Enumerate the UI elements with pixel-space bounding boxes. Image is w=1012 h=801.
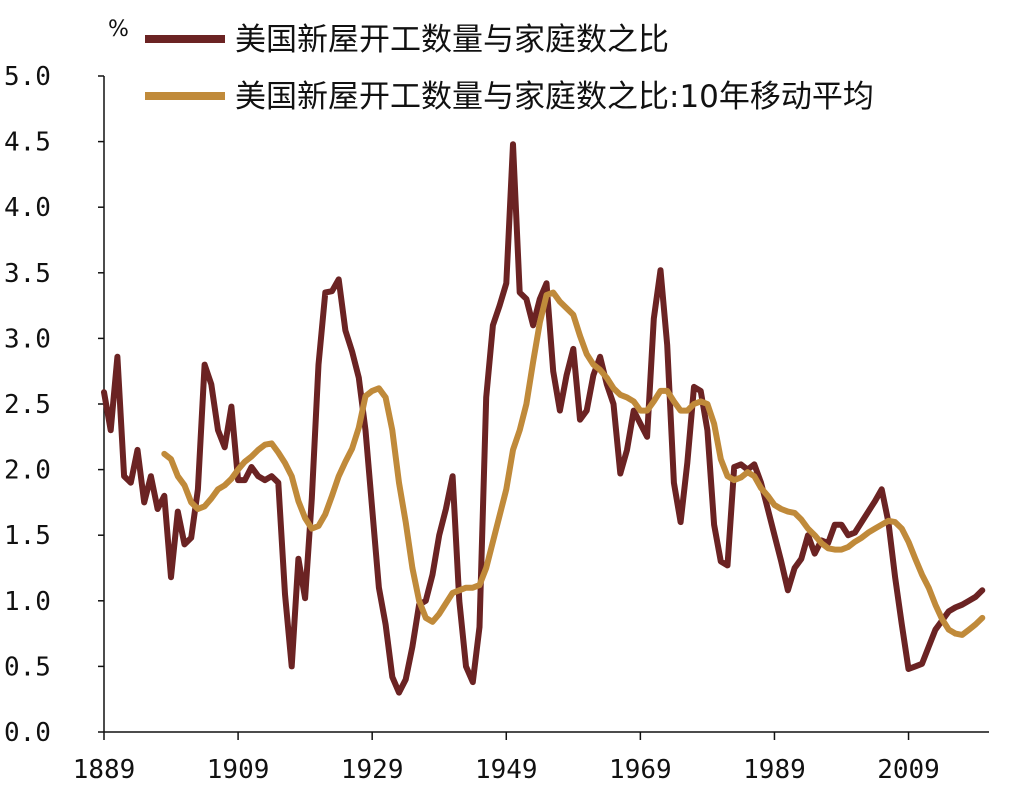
x-tick-label: 1969 <box>609 755 672 785</box>
y-tick-label: 3.0 <box>4 324 51 354</box>
x-axis-ticks: 1889 1909 1929 1949 1969 1989 2009 <box>73 732 940 785</box>
y-tick-label: 4.5 <box>4 128 51 158</box>
y-tick-label: 0.5 <box>4 652 51 682</box>
x-tick-label: 1889 <box>73 755 136 785</box>
legend-label-series-1: 美国新屋开工数量与家庭数之比 <box>235 22 669 58</box>
x-tick-label: 1929 <box>341 755 404 785</box>
y-tick-label: 0.0 <box>4 718 51 748</box>
series-line-1 <box>101 141 986 696</box>
series-layer <box>101 141 986 696</box>
x-tick-label: 1989 <box>743 755 806 785</box>
legend-item-series-1: 美国新屋开工数量与家庭数之比 <box>145 22 669 58</box>
y-tick-label: 2.5 <box>4 390 51 420</box>
y-unit-label: % <box>108 17 129 42</box>
x-tick-label: 2009 <box>877 755 940 785</box>
y-tick-label: 2.0 <box>4 456 51 486</box>
y-tick-label: 4.0 <box>4 193 51 223</box>
y-tick-label: 3.5 <box>4 259 51 289</box>
series-line-2 <box>161 289 986 638</box>
legend: 美国新屋开工数量与家庭数之比 美国新屋开工数量与家庭数之比:10年移动平均 <box>145 22 874 115</box>
y-tick-label: 1.0 <box>4 587 51 617</box>
x-tick-label: 1909 <box>207 755 270 785</box>
y-axis-ticks: 0.0 0.5 1.0 1.5 2.0 2.5 3.0 3.5 4.0 4.5 5.0 <box>4 62 104 748</box>
legend-label-series-2: 美国新屋开工数量与家庭数之比:10年移动平均 <box>235 79 874 115</box>
x-tick-label: 1949 <box>475 755 538 785</box>
legend-item-series-2: 美国新屋开工数量与家庭数之比:10年移动平均 <box>145 79 874 115</box>
y-tick-label: 1.5 <box>4 521 51 551</box>
y-tick-label: 5.0 <box>4 62 51 92</box>
